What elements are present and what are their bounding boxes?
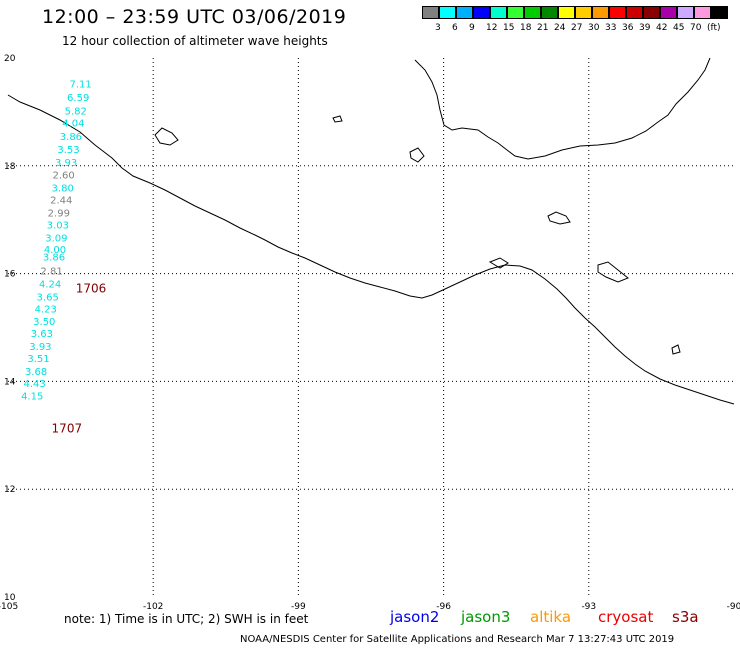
scale-label: 45 — [673, 23, 685, 33]
wave-height-value: 4.00 — [44, 245, 66, 256]
wave-height-value: 3.51 — [27, 354, 49, 365]
wave-height-value: 4.23 — [35, 304, 57, 315]
note-text: note: 1) Time is in UTC; 2) SWH is in fe… — [64, 612, 309, 626]
scale-label: 18 — [520, 23, 532, 33]
scale-label: 24 — [554, 23, 566, 33]
pacific-coastline — [7, 94, 735, 405]
satellite-name: s3a — [672, 608, 699, 626]
coastline — [7, 57, 735, 405]
scale-swatch — [541, 6, 558, 19]
wave-height-value: 3.65 — [37, 293, 59, 304]
scale-label: 39 — [639, 23, 651, 33]
map-subtitle: 12 hour collection of altimeter wave hei… — [62, 34, 328, 48]
satellite-name: cryosat — [598, 608, 654, 626]
x-tick-label: -105 — [0, 602, 18, 612]
scale-label: 70 — [690, 23, 702, 33]
wave-height-value: 3.09 — [45, 233, 67, 244]
wave-height-value: 2.44 — [50, 196, 72, 207]
scale-label: 42 — [656, 23, 668, 33]
scale-label: 21 — [537, 23, 549, 33]
wave-height-value: 3.93 — [29, 342, 51, 353]
map-title: 12:00 – 23:59 UTC 03/06/2019 — [42, 6, 347, 28]
scale-label: 33 — [605, 23, 617, 33]
scale-swatch — [711, 6, 728, 19]
scale-swatch — [626, 6, 643, 19]
scale-label: 12 — [486, 23, 498, 33]
scale-swatch — [456, 6, 473, 19]
wave-height-value: 2.99 — [48, 208, 70, 219]
scale-swatch — [677, 6, 694, 19]
wave-height-value: 4.24 — [39, 280, 61, 291]
wave-height-value: 4.15 — [21, 392, 43, 403]
pass-time-label: 1707 — [52, 422, 83, 436]
satellite-name: jason3 — [461, 608, 511, 626]
wave-height-value: 3.63 — [31, 329, 53, 340]
island — [488, 257, 509, 269]
wave-height-value: 7.11 — [69, 80, 91, 91]
axis-labels: -105 -102 -99 -96 -93 -90 20 18 16 14 12 10 — [0, 54, 740, 612]
wave-height-value: 3.80 — [52, 184, 74, 195]
x-tick-label: -93 — [581, 602, 596, 612]
scale-label: 36 — [622, 23, 634, 33]
wave-height-value: 3.86 — [60, 132, 82, 143]
scale-swatch — [524, 6, 541, 19]
x-tick-label: -99 — [291, 602, 306, 612]
wave-height-value: 3.03 — [47, 220, 69, 231]
scale-swatch — [694, 6, 711, 19]
gulf-of-mexico-coastline — [414, 57, 711, 160]
scale-swatch — [643, 6, 660, 19]
scale-label: 3 — [435, 23, 441, 33]
wave-height-value: 2.60 — [53, 171, 75, 182]
x-tick-label: -96 — [436, 602, 451, 612]
wave-height-value: 2.81 — [40, 267, 62, 278]
scale-label: 27 — [571, 23, 583, 33]
scale-label: (ft) — [707, 23, 721, 33]
island — [154, 127, 179, 146]
wave-height-value: 4.04 — [62, 118, 84, 129]
scale-label: 9 — [469, 23, 475, 33]
wave-height-value: 3.86 — [43, 253, 65, 264]
scale-swatch — [575, 6, 592, 19]
satellite-name: jason2 — [390, 608, 440, 626]
y-tick-label: 14 — [4, 377, 16, 387]
island — [409, 147, 425, 163]
scale-swatch — [490, 6, 507, 19]
scale-swatch — [507, 6, 524, 19]
wave-height-labels: 7.11 6.59 5.824.04 3.86 3.53 3.93 2.60 3.802.44… — [21, 80, 92, 403]
scale-swatch — [439, 6, 456, 19]
scale-swatch — [473, 6, 490, 19]
scale-label: 15 — [503, 23, 515, 33]
satellite-name: altika — [530, 608, 572, 626]
scale-swatch — [660, 6, 677, 19]
y-tick-label: 18 — [4, 162, 16, 172]
scale-label: 30 — [588, 23, 600, 33]
wave-height-value: 4.43 — [23, 379, 45, 390]
wave-height-value: 3.68 — [25, 367, 47, 378]
wave-height-value: 3.50 — [33, 317, 55, 328]
island — [332, 115, 343, 123]
scale-swatch — [558, 6, 575, 19]
scale-swatch — [422, 6, 439, 19]
x-tick-label: -90 — [727, 602, 740, 612]
pass-time-label: 1706 — [76, 281, 107, 295]
y-tick-label: 20 — [4, 54, 16, 64]
wave-height-value: 3.53 — [57, 145, 79, 156]
time-labels: 1706 1707 — [52, 281, 107, 435]
y-tick-label: 12 — [4, 485, 15, 495]
y-tick-label: 10 — [4, 593, 16, 603]
scale-swatch — [592, 6, 609, 19]
wave-height-value: 5.82 — [65, 107, 87, 118]
scale-label: 6 — [452, 23, 458, 33]
map-gridlines — [8, 58, 734, 597]
y-tick-label: 16 — [4, 270, 16, 280]
credit-text: NOAA/NESDIS Center for Satellite Applica… — [240, 634, 675, 645]
wave-height-value: 6.59 — [67, 93, 89, 104]
x-tick-label: -102 — [143, 602, 163, 612]
island — [547, 211, 571, 225]
wave-height-value: 3.93 — [55, 158, 77, 169]
scale-swatch — [609, 6, 626, 19]
island — [671, 344, 681, 355]
island — [597, 261, 629, 283]
